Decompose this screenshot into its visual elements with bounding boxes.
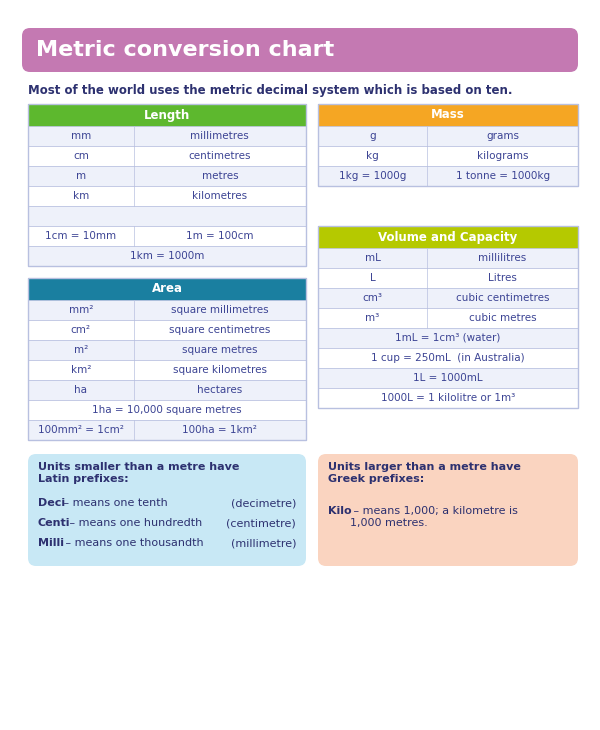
Bar (318, 268, 578, 288)
Bar (28, 420, 306, 440)
Bar (318, 126, 578, 146)
Text: m: m (76, 171, 86, 181)
Bar (28, 226, 306, 246)
Text: 1cm = 10mm: 1cm = 10mm (45, 231, 116, 241)
Text: 1kg = 1000g: 1kg = 1000g (339, 171, 406, 181)
Bar (318, 166, 578, 186)
Text: mm²: mm² (68, 305, 93, 315)
Text: grams: grams (486, 131, 519, 141)
Bar (28, 360, 306, 380)
Text: Metric conversion chart: Metric conversion chart (36, 40, 334, 60)
Text: – means 1,000; a kilometre is
1,000 metres.: – means 1,000; a kilometre is 1,000 metr… (350, 506, 518, 528)
Bar (28, 104, 306, 266)
Bar (318, 248, 578, 268)
Bar (318, 308, 578, 328)
Text: m²: m² (74, 345, 88, 355)
Bar (28, 146, 306, 166)
Text: Units smaller than a metre have
Latin prefixes:: Units smaller than a metre have Latin pr… (38, 462, 239, 483)
Text: millilitres: millilitres (478, 253, 527, 263)
Text: Mass: Mass (431, 109, 465, 121)
Text: (millimetre): (millimetre) (230, 538, 296, 548)
Text: 1000L = 1 kilolitre or 1m³: 1000L = 1 kilolitre or 1m³ (381, 393, 515, 403)
Text: 1 tonne = 1000kg: 1 tonne = 1000kg (455, 171, 550, 181)
Text: m³: m³ (365, 313, 380, 323)
Text: kilometres: kilometres (192, 191, 247, 201)
Text: mm: mm (71, 131, 91, 141)
Text: 1L = 1000mL: 1L = 1000mL (413, 373, 483, 383)
Text: square metres: square metres (182, 345, 257, 355)
Text: Units larger than a metre have
Greek prefixes:: Units larger than a metre have Greek pre… (328, 462, 521, 483)
Text: 100mm² = 1cm²: 100mm² = 1cm² (38, 425, 124, 435)
Text: Centi: Centi (38, 518, 71, 528)
Bar (28, 278, 306, 440)
Text: cm³: cm³ (362, 293, 383, 303)
Bar (28, 126, 306, 146)
Text: Length: Length (144, 109, 190, 121)
Text: kg: kg (366, 151, 379, 161)
Text: Kilo: Kilo (328, 506, 352, 516)
Bar (28, 186, 306, 206)
Bar (318, 368, 578, 388)
Bar (28, 380, 306, 400)
Text: cm: cm (73, 151, 89, 161)
Bar (318, 226, 578, 408)
Bar (28, 246, 306, 266)
Text: millimetres: millimetres (190, 131, 249, 141)
Bar (318, 328, 578, 348)
Text: – means one thousandth: – means one thousandth (62, 538, 203, 548)
Text: hectares: hectares (197, 385, 242, 395)
Text: – means one tenth: – means one tenth (60, 498, 168, 508)
Text: (decimetre): (decimetre) (230, 498, 296, 508)
Text: Litres: Litres (488, 273, 517, 283)
Text: Milli: Milli (38, 538, 64, 548)
Text: mL: mL (365, 253, 380, 263)
Bar (318, 388, 578, 408)
Text: 100ha = 1km²: 100ha = 1km² (182, 425, 257, 435)
Text: Area: Area (151, 283, 182, 296)
Text: – means one hundredth: – means one hundredth (66, 518, 202, 528)
Text: centimetres: centimetres (188, 151, 251, 161)
Bar (318, 104, 578, 186)
Text: 1 cup = 250mL  (in Australia): 1 cup = 250mL (in Australia) (371, 353, 525, 363)
Text: cubic centimetres: cubic centimetres (456, 293, 550, 303)
Text: cubic metres: cubic metres (469, 313, 536, 323)
FancyBboxPatch shape (22, 28, 578, 72)
Bar (318, 348, 578, 368)
Text: square centimetres: square centimetres (169, 325, 271, 335)
Bar (28, 104, 306, 126)
Text: 1ha = 10,000 square metres: 1ha = 10,000 square metres (92, 405, 242, 415)
Text: square kilometres: square kilometres (173, 365, 267, 375)
Bar (28, 300, 306, 320)
Bar (28, 166, 306, 186)
FancyBboxPatch shape (318, 454, 578, 566)
FancyBboxPatch shape (28, 454, 306, 566)
Bar (318, 104, 578, 126)
Bar (28, 206, 306, 226)
Text: g: g (369, 131, 376, 141)
Text: metres: metres (202, 171, 238, 181)
Text: kilograms: kilograms (477, 151, 529, 161)
Text: 1m = 100cm: 1m = 100cm (186, 231, 254, 241)
Bar (28, 278, 306, 300)
Bar (318, 288, 578, 308)
Text: Volume and Capacity: Volume and Capacity (379, 231, 518, 244)
Text: km²: km² (71, 365, 91, 375)
Text: 1km = 1000m: 1km = 1000m (130, 251, 204, 261)
Text: Most of the world uses the metric decimal system which is based on ten.: Most of the world uses the metric decima… (28, 84, 512, 97)
Text: Deci: Deci (38, 498, 65, 508)
Bar (318, 226, 578, 248)
Text: (centimetre): (centimetre) (226, 518, 296, 528)
Bar (28, 340, 306, 360)
Bar (28, 400, 306, 420)
Text: 1mL = 1cm³ (water): 1mL = 1cm³ (water) (395, 333, 500, 343)
Bar (28, 320, 306, 340)
Text: L: L (370, 273, 376, 283)
Text: ha: ha (74, 385, 88, 395)
Bar (318, 146, 578, 166)
Text: square millimetres: square millimetres (171, 305, 269, 315)
Text: km: km (73, 191, 89, 201)
Text: cm²: cm² (71, 325, 91, 335)
